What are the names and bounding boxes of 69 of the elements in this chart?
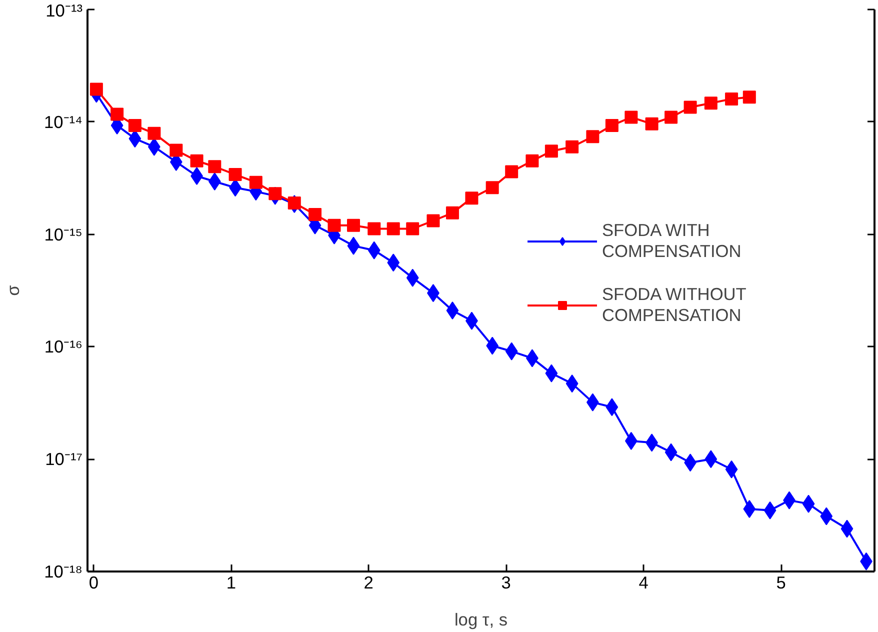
point	[406, 268, 419, 287]
point	[704, 96, 718, 110]
point	[704, 450, 718, 468]
point	[743, 500, 756, 518]
point	[544, 144, 558, 158]
point	[190, 154, 204, 168]
point	[368, 241, 380, 260]
point	[526, 154, 539, 168]
point	[505, 342, 518, 360]
point	[387, 254, 400, 272]
y-tick-label: 10⁻¹⁵	[44, 224, 83, 244]
y-axis-title: σ	[3, 284, 24, 296]
point	[606, 398, 618, 416]
point	[426, 214, 440, 228]
point	[208, 172, 221, 190]
point	[268, 187, 282, 200]
point	[208, 160, 222, 174]
x-tick-label: 0	[88, 572, 99, 592]
y-tick-label: 10⁻¹³	[46, 0, 83, 20]
point	[820, 507, 833, 526]
point	[406, 222, 420, 236]
point	[486, 336, 499, 355]
point	[624, 110, 638, 124]
point	[664, 443, 678, 462]
point	[170, 144, 183, 157]
point	[566, 374, 578, 393]
point	[586, 130, 600, 144]
point	[664, 110, 678, 124]
legend-label: SFODA WITHOUT COMPENSATION	[602, 284, 746, 326]
point	[802, 494, 815, 513]
legend-label: SFODA WITH COMPENSATION	[602, 220, 742, 262]
point	[128, 118, 142, 132]
x-tick-label: 2	[364, 572, 374, 592]
point	[347, 236, 360, 255]
point	[725, 460, 738, 478]
point	[505, 165, 518, 178]
point	[347, 218, 360, 232]
point	[605, 118, 618, 132]
y-tick-label: 10⁻¹⁴	[44, 112, 83, 132]
y-tick-label: 10⁻¹⁷	[45, 449, 83, 470]
point	[328, 218, 341, 232]
point	[148, 126, 161, 140]
point	[446, 206, 459, 220]
point	[645, 117, 658, 130]
point	[288, 196, 301, 210]
point	[90, 82, 103, 96]
x-tick-label: 1	[226, 572, 236, 592]
point	[545, 364, 558, 382]
point	[446, 301, 459, 320]
point	[725, 92, 738, 106]
point	[566, 140, 579, 154]
point	[465, 192, 478, 205]
y-tick-label: 10⁻¹⁸	[44, 562, 83, 582]
point	[486, 181, 499, 194]
point	[386, 222, 400, 236]
point	[228, 168, 242, 182]
y-tick-label: 10⁻¹⁶	[44, 336, 83, 357]
point	[840, 520, 854, 538]
point	[368, 222, 381, 236]
point	[764, 501, 776, 520]
x-tick-label: 3	[501, 572, 511, 592]
point	[110, 108, 124, 121]
x-tick-label: 4	[638, 572, 649, 592]
point	[308, 208, 322, 222]
x-tick-label: 5	[776, 572, 786, 592]
x-axis-title: log τ, s	[454, 610, 508, 630]
point	[742, 90, 756, 104]
point	[249, 176, 262, 189]
point	[684, 100, 697, 114]
